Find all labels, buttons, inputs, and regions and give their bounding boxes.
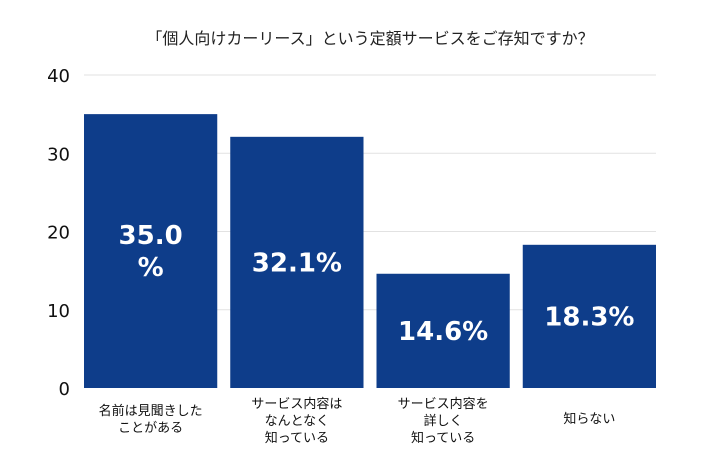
y-axis-ticks: 0 10 20 30 40 [47, 66, 70, 400]
y-tick-label: 20 [47, 223, 70, 244]
y-tick-label: 0 [59, 379, 70, 400]
data-labels: 35.0% 32.1% 14.6% 18.3% [119, 221, 635, 347]
bar [522, 244, 656, 388]
category-label: 知っている [411, 430, 475, 446]
data-label: 14.6% [398, 317, 488, 347]
y-tick-label: 10 [47, 301, 70, 322]
category-label: 知っている [265, 430, 329, 446]
data-label: % [138, 253, 164, 283]
data-label: 32.1% [252, 248, 342, 278]
bar [84, 114, 218, 388]
category-label: サービス内容は [251, 396, 342, 412]
bar [230, 136, 364, 388]
bar [376, 273, 510, 388]
y-tick-label: 40 [47, 66, 70, 87]
data-label: 18.3% [544, 302, 634, 332]
data-label: 35.0 [119, 221, 183, 251]
bars [84, 114, 656, 388]
category-label: なんとなく [265, 414, 330, 429]
chart-title: 「個人向けカーリース」という定額サービスをご存知ですか？ [146, 29, 593, 48]
category-label: 名前は見聞きした [99, 403, 203, 419]
category-label: ことがある [118, 421, 183, 436]
category-label: 詳しく [424, 413, 463, 429]
category-label: 知らない [563, 411, 615, 427]
y-tick-label: 30 [47, 144, 70, 165]
category-label: サービス内容を [398, 396, 489, 412]
x-axis-categories: 名前は見聞きしたことがあるサービス内容はなんとなく知っているサービス内容を詳しく… [99, 396, 616, 446]
